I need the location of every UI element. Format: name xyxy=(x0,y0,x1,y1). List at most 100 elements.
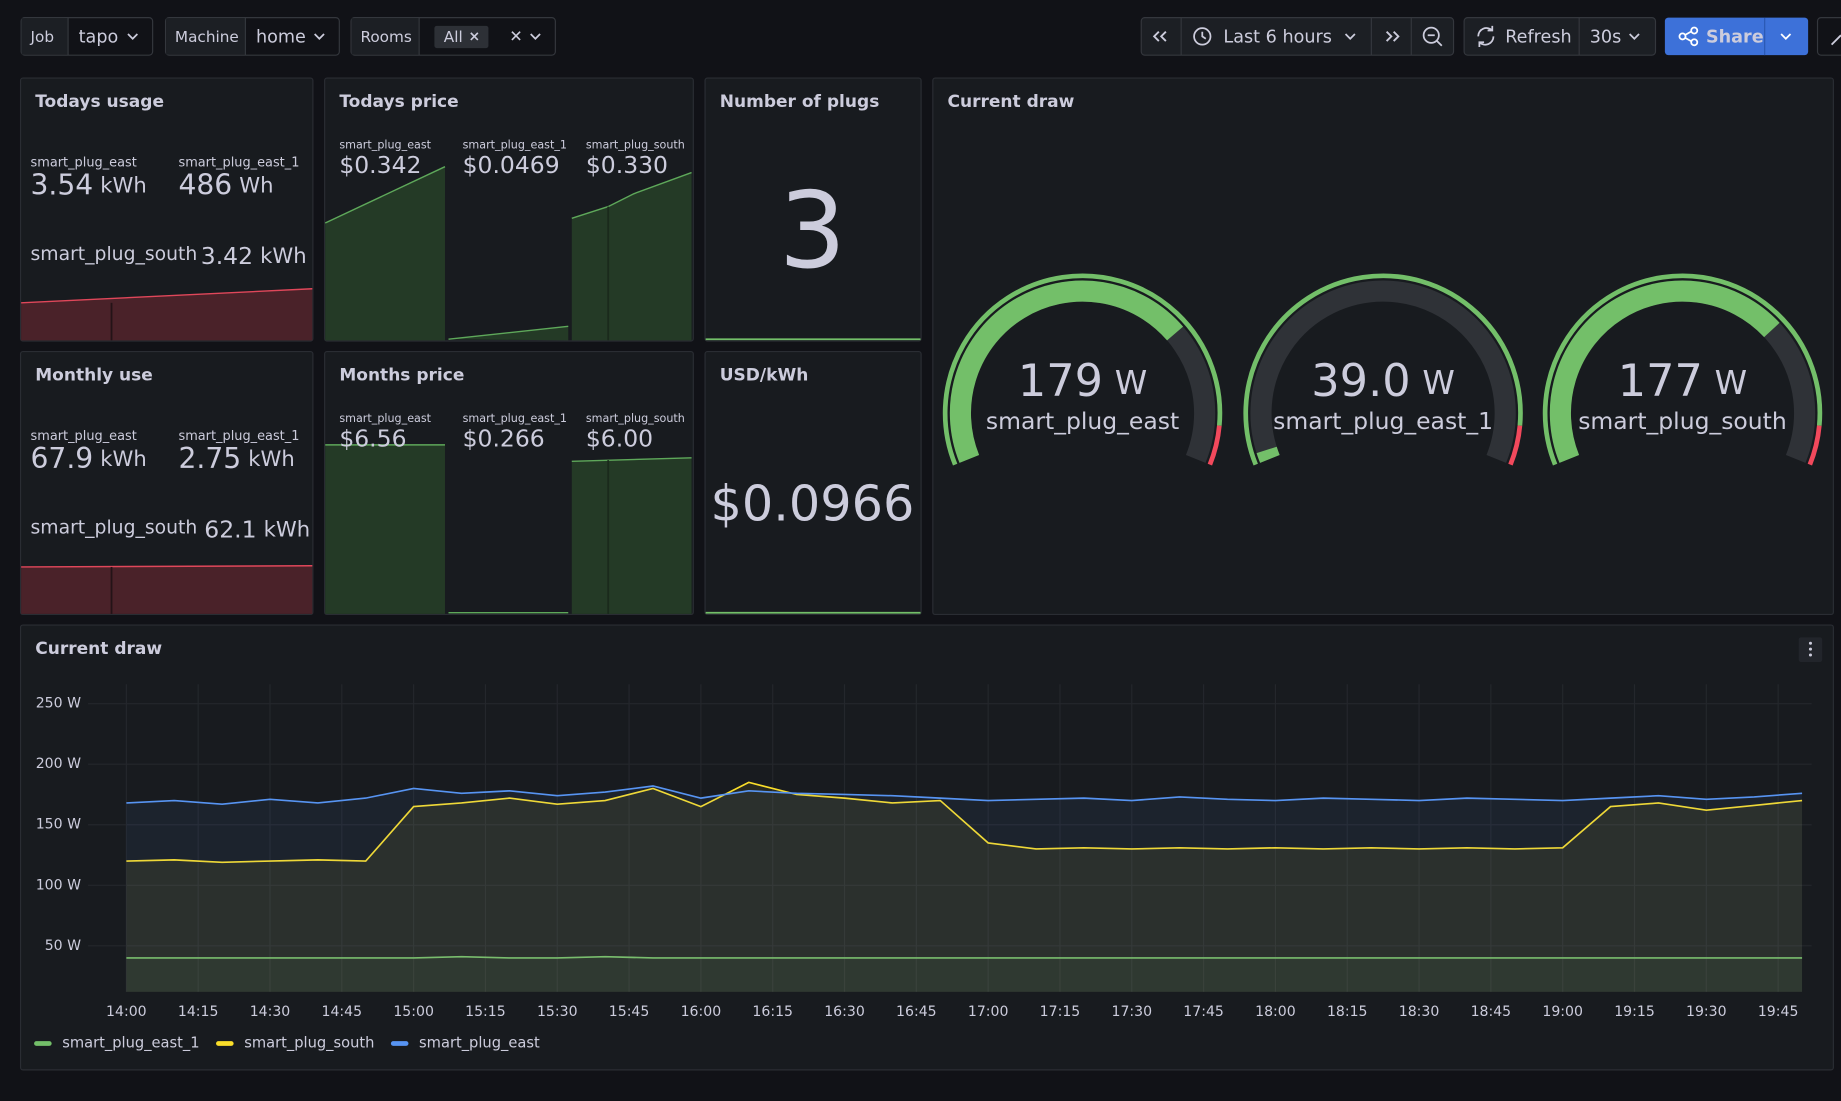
gauge-number: 177 xyxy=(1618,355,1703,407)
panel-title: Number of plugs xyxy=(720,92,880,112)
clock-hands xyxy=(1201,31,1207,40)
edit-icon xyxy=(1830,34,1841,46)
sparkline xyxy=(571,457,692,462)
gauge-value-arc xyxy=(1256,446,1280,463)
variable-label: Machine xyxy=(175,28,239,46)
series-line xyxy=(126,781,1803,864)
panel xyxy=(704,77,922,342)
stat-unit: kWh xyxy=(100,173,147,198)
refresh-icon xyxy=(1477,25,1495,47)
series-area xyxy=(126,956,1803,992)
gauge-number: 179 xyxy=(1018,355,1103,407)
gauge-threshold xyxy=(1243,273,1523,466)
stat-value: $0.0469 xyxy=(463,151,560,179)
legend-label[interactable]: smart_plug_south xyxy=(244,1034,374,1051)
stat-name: smart_plug_east xyxy=(31,156,137,171)
x-tick-label: 15:15 xyxy=(465,1004,506,1020)
stat-name: smart_plug_south xyxy=(586,139,685,152)
gauge-value: 177 W xyxy=(1618,355,1747,407)
chevron-icon xyxy=(1780,33,1792,40)
shift-back-icon[interactable] xyxy=(1152,31,1167,42)
gauge-unit: W xyxy=(1115,362,1148,401)
zoom-out-icon[interactable] xyxy=(1422,26,1440,44)
x-tick-label: 16:15 xyxy=(752,1004,793,1020)
sparkline xyxy=(448,325,569,340)
series-area xyxy=(126,786,1803,992)
stat-value: $0.266 xyxy=(463,425,545,453)
variable-label-bg xyxy=(21,18,69,55)
sparkline-area xyxy=(21,565,313,614)
stat-value: 67.9 kWh xyxy=(31,442,147,475)
stat-name: smart_plug_east_1 xyxy=(178,156,299,171)
x-tick-label: 19:30 xyxy=(1686,1004,1727,1020)
menu-dot xyxy=(1808,653,1812,657)
gauge-unit: W xyxy=(1422,362,1455,401)
y-tick-label: 150 W xyxy=(36,817,81,833)
y-tick-label: 100 W xyxy=(36,877,81,893)
stat-value: 62.1 kWh xyxy=(204,515,310,543)
stat-name: smart_plug_east xyxy=(339,139,431,152)
x-tick-label: 18:00 xyxy=(1255,1004,1296,1020)
stat-name: smart_plug_east_1 xyxy=(463,412,567,425)
stat-value: 3 xyxy=(779,169,846,292)
gauge-value-arc xyxy=(1549,280,1780,463)
gauge-threshold xyxy=(1207,425,1222,466)
series-area xyxy=(126,782,1803,992)
chevron-icon xyxy=(127,33,138,40)
sparkline xyxy=(571,171,692,219)
stat-number: 3.54 xyxy=(31,169,94,202)
shift-forward-icon[interactable] xyxy=(1385,31,1400,42)
panel-title: Monthly use xyxy=(35,366,153,386)
panel xyxy=(932,77,1834,616)
y-tick-label: 200 W xyxy=(36,756,81,772)
variable-value: tapo xyxy=(79,28,119,48)
stat-value: 2.75 kWh xyxy=(178,442,294,475)
stat-unit: kWh xyxy=(100,446,147,471)
stat-number: 486 xyxy=(178,169,232,202)
stat-number: 2.75 xyxy=(178,442,241,475)
stat-value: 3.54 kWh xyxy=(31,169,147,202)
sparkline-area xyxy=(325,444,445,614)
edit-button[interactable] xyxy=(1816,17,1841,56)
gauge-track xyxy=(1250,280,1516,463)
panel-title: Current draw xyxy=(35,639,162,659)
panel-title: USD/kWh xyxy=(720,366,809,386)
chip xyxy=(434,25,489,49)
sparkline-area xyxy=(325,166,445,341)
legend-label[interactable]: smart_plug_east xyxy=(419,1034,540,1051)
stat-name: smart_plug_south xyxy=(31,244,198,265)
stat-value: $0.330 xyxy=(586,151,668,179)
stat-unit: Wh xyxy=(239,173,273,198)
stat-name: smart_plug_east xyxy=(31,429,137,444)
x-tick-label: 17:45 xyxy=(1183,1004,1224,1020)
panel-title: Todays price xyxy=(339,92,458,112)
stat-unit: kWh xyxy=(264,517,311,542)
x-tick-label: 14:00 xyxy=(106,1004,147,1020)
variable-value: All xyxy=(444,28,463,46)
gauge-value: 179 W xyxy=(1018,355,1147,407)
x-tick-label: 14:15 xyxy=(178,1004,219,1020)
menu-dot xyxy=(1808,647,1812,651)
x-tick-label: 15:30 xyxy=(537,1004,578,1020)
gauge-number: 39.0 xyxy=(1311,355,1410,407)
legend-label[interactable]: smart_plug_east_1 xyxy=(62,1034,199,1051)
time-range: Last 6 hours xyxy=(1223,28,1332,48)
gauge-name: smart_plug_south xyxy=(1578,407,1787,435)
remove-icon[interactable] xyxy=(470,32,479,41)
refresh-controls[interactable] xyxy=(1463,17,1657,56)
chevron-icon xyxy=(530,33,541,40)
chevron-icon xyxy=(1629,33,1640,40)
clear-icon[interactable] xyxy=(511,31,521,41)
panel-title: Months price xyxy=(339,366,464,386)
panel xyxy=(704,350,922,616)
x-tick-label: 19:15 xyxy=(1614,1004,1655,1020)
menu-dot xyxy=(1808,641,1812,645)
share-button[interactable] xyxy=(1664,17,1809,56)
y-tick-label: 250 W xyxy=(36,696,81,712)
series-line xyxy=(126,785,1803,805)
stat-name: smart_plug_east_1 xyxy=(178,429,299,444)
sparkline xyxy=(324,166,446,224)
chevron-icon xyxy=(314,33,325,40)
gauge-name: smart_plug_east_1 xyxy=(1273,407,1493,435)
